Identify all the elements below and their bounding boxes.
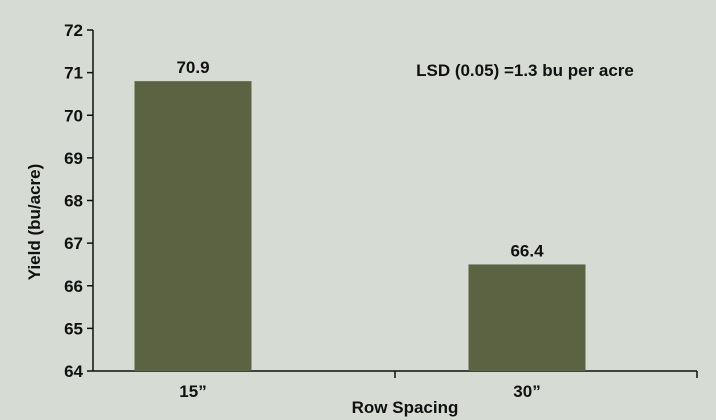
- x-axis-label: Row Spacing: [352, 398, 459, 417]
- y-tick-label-8: 72: [64, 21, 83, 40]
- data-label-1: 66.4: [510, 241, 544, 260]
- bars-group: 70.9 66.4: [134, 58, 586, 372]
- y-tick-label-3: 67: [64, 234, 83, 253]
- y-tick-label-6: 70: [64, 106, 83, 125]
- y-tick-label-2: 66: [64, 277, 83, 296]
- y-axis: 64 65 66 67 68 69 70 71 72: [64, 21, 94, 381]
- y-tick-label-7: 71: [64, 64, 83, 83]
- bar-1: [468, 264, 586, 371]
- y-tick-label-4: 68: [64, 192, 83, 211]
- data-label-0: 70.9: [176, 58, 209, 77]
- x-tick-label-1: 30”: [513, 382, 540, 401]
- lsd-annotation: LSD (0.05) =1.3 bu per acre: [416, 61, 634, 80]
- y-tick-label-5: 69: [64, 149, 83, 168]
- y-tick-label-0: 64: [64, 362, 83, 381]
- x-tick-label-0: 15”: [179, 382, 206, 401]
- bar-0: [134, 81, 252, 372]
- y-tick-label-1: 65: [64, 319, 83, 338]
- y-axis-label: Yield (bu/acre): [25, 164, 44, 281]
